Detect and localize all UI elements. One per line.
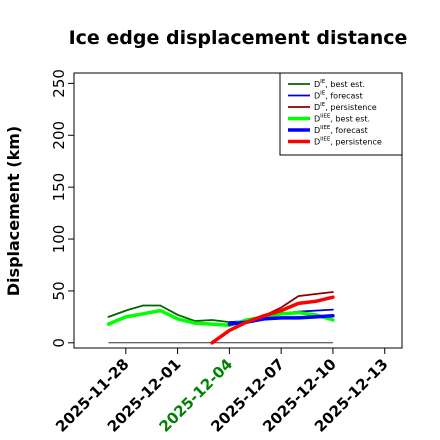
y-tick-label: 250 bbox=[50, 69, 68, 98]
y-axis-label: Displacement (km) bbox=[4, 126, 23, 296]
chart-title: Ice edge displacement distance bbox=[69, 27, 408, 49]
plot-frame bbox=[73, 72, 403, 349]
legend-entry: DIE, persistence bbox=[314, 102, 377, 112]
y-tick-label: 0 bbox=[50, 338, 68, 348]
legend-entry: DIIEE, persistence bbox=[314, 137, 382, 147]
y-tick-label: 50 bbox=[50, 281, 68, 300]
legend-entry: DIIEE, forecast bbox=[314, 125, 368, 135]
y-tick-label: 200 bbox=[50, 121, 68, 150]
series-line-4 bbox=[106, 308, 335, 327]
y-tick-label: 150 bbox=[50, 173, 68, 202]
legend-entry: DIE, best est. bbox=[314, 79, 365, 89]
y-tick-label: 100 bbox=[50, 225, 68, 254]
legend-entry: DIE, forecast bbox=[314, 91, 363, 101]
series-line-6 bbox=[210, 295, 335, 345]
series-line-1 bbox=[107, 304, 231, 324]
legend-entry: DIIEE, best est. bbox=[314, 114, 370, 124]
